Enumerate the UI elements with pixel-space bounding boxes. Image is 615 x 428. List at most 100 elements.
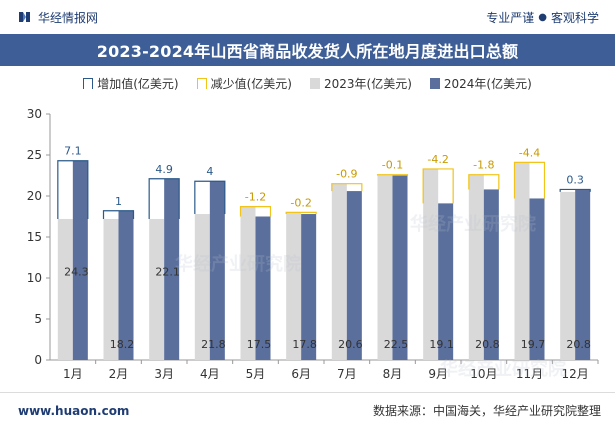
legend-2023: 2023年(亿美元) (309, 75, 412, 92)
x-tick-label: 8月 (383, 367, 403, 381)
change-value-label: -0.2 (290, 196, 311, 209)
bar-2024 (529, 198, 545, 360)
legend-decrease-swatch (196, 77, 207, 89)
change-value-label: 4.9 (155, 163, 173, 176)
decrease-bracket (285, 211, 317, 215)
value-label-2024: 21.8 (201, 338, 226, 351)
value-label-2024: 17.8 (292, 338, 317, 351)
legend-increase-swatch (83, 77, 94, 89)
x-tick-label: 6月 (291, 367, 311, 381)
legend-decrease: 减少值(亿美元) (196, 75, 292, 92)
value-label-2024: 20.8 (566, 338, 591, 351)
increase-bracket (559, 188, 591, 192)
brand-logo-icon (19, 12, 30, 22)
legend-2024: 2024年(亿美元) (429, 75, 532, 92)
legend-increase-label: 增加值(亿美元) (97, 76, 179, 91)
value-label-2024: 20.6 (338, 338, 363, 351)
decrease-bracket (376, 174, 409, 176)
bar-2024 (301, 214, 317, 360)
footer-site: www.huaon.com (18, 403, 130, 418)
bar-2023 (57, 218, 73, 360)
decrease-bracket (468, 174, 500, 190)
bar-2023 (468, 174, 484, 360)
y-tick-label: 30 (27, 107, 42, 121)
bar-chart: 0 5 10 15 20 25 30 1月 7.1 24.3 2月 1 18.2 3月 4.9 22.1 4月 4… (27, 107, 599, 381)
value-label-2024: 19.1 (429, 338, 454, 351)
legend-2023-swatch (309, 77, 320, 89)
bar-2023 (377, 174, 393, 360)
change-value-label: 0.3 (566, 173, 584, 186)
value-label-2024: 24.3 (64, 265, 89, 278)
title-band: 2023-2024年山西省商品收发货人所在地月度进出口总额 (0, 34, 615, 66)
x-tick-label: 4月 (200, 367, 220, 381)
bar-2024 (72, 160, 88, 360)
increase-bracket (57, 160, 89, 219)
bar-2023 (149, 218, 165, 360)
slogan-right: 客观科学 (550, 10, 599, 25)
x-tick-label: 11月 (516, 367, 543, 381)
legend-2024-swatch (429, 77, 440, 89)
bar-2024 (346, 191, 362, 360)
bar-2024 (483, 189, 499, 360)
bar-2024 (209, 181, 225, 360)
change-value-label: -1.8 (473, 159, 494, 172)
legend-decrease-label: 减少值(亿美元) (210, 76, 292, 91)
brand-name: 华经情报网 (38, 10, 99, 25)
change-value-label: -4.4 (519, 146, 540, 159)
decrease-bracket (331, 183, 363, 192)
decrease-bracket (422, 168, 454, 204)
legend-2023-label: 2023年(亿美元) (323, 76, 412, 91)
bar-2023 (514, 162, 530, 360)
legend-increase: 增加值(亿美元) (83, 75, 179, 92)
value-label-2024: 22.5 (384, 338, 409, 351)
bar-2023 (103, 218, 119, 360)
bar-2023 (560, 191, 576, 360)
change-value-label: -0.1 (382, 159, 403, 172)
x-tick-label: 5月 (246, 367, 266, 381)
bar-2024 (392, 175, 408, 360)
y-tick-label: 0 (34, 353, 42, 367)
x-tick-label: 3月 (154, 367, 174, 381)
y-tick-label: 10 (27, 271, 42, 285)
footer-source: 数据来源：中国海关，华经产业研究院整理 (372, 404, 601, 418)
bar-2023 (240, 206, 256, 360)
legend-2024-label: 2024年(亿美元) (443, 76, 532, 91)
decrease-bracket (239, 206, 272, 217)
bar-2023 (423, 168, 439, 360)
change-value-label: -1.2 (245, 191, 266, 204)
bar-2024 (164, 178, 180, 360)
bar-2023 (286, 212, 302, 360)
y-tick-label: 20 (27, 189, 42, 203)
bar-2024 (438, 203, 454, 360)
change-value-label: -0.9 (336, 168, 357, 181)
x-tick-label: 10月 (470, 367, 497, 381)
x-tick-label: 7月 (337, 367, 357, 381)
chart-title: 2023-2024年山西省商品收发货人所在地月度进出口总额 (96, 42, 519, 61)
top-bar: 华经情报网 专业严谨 ● 客观科学 (0, 0, 615, 34)
value-label-2024: 19.7 (521, 338, 546, 351)
value-label-2024: 20.8 (475, 338, 500, 351)
brand: 华经情报网 (18, 9, 98, 26)
value-label-2024: 22.1 (155, 265, 180, 278)
x-tick-label: 1月 (63, 367, 83, 381)
bar-2023 (331, 183, 347, 360)
increase-bracket (102, 210, 135, 219)
y-tick-label: 5 (34, 312, 42, 326)
change-value-label: 7.1 (64, 145, 82, 158)
bar-2024 (575, 189, 591, 360)
footer: www.huaon.com 数据来源：中国海关，华经产业研究院整理 (0, 392, 615, 428)
decrease-bracket (513, 161, 546, 199)
bar-2023 (194, 214, 210, 360)
change-value-label: -4.2 (427, 153, 448, 166)
slogan: 专业严谨 ● 客观科学 (486, 9, 599, 26)
x-tick-label: 12月 (562, 367, 589, 381)
chart-legend: 增加值(亿美元) 减少值(亿美元) 2023年(亿美元) 2024年(亿美元) (0, 70, 615, 96)
increase-bracket (194, 180, 226, 215)
slogan-left: 专业严谨 (486, 10, 535, 25)
slogan-separator: ● (538, 11, 547, 23)
change-value-label: 1 (115, 195, 122, 208)
bar-2024 (118, 210, 134, 360)
y-tick-label: 15 (27, 230, 42, 244)
value-label-2024: 17.5 (247, 338, 272, 351)
